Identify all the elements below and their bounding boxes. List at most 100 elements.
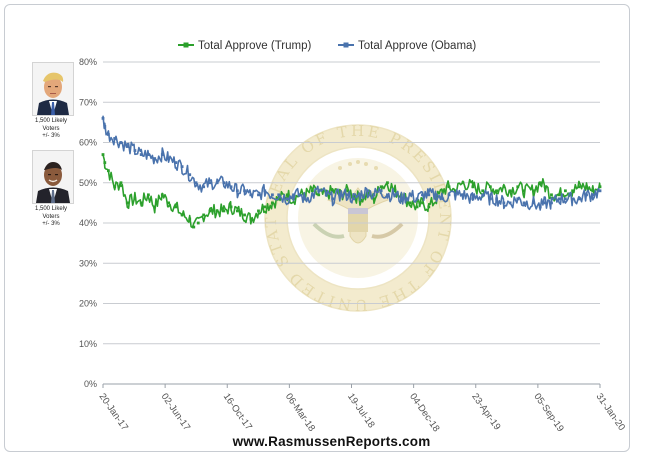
series-lines: [101, 115, 602, 229]
data-point: [393, 189, 397, 193]
data-point: [113, 137, 117, 140]
y-tick-label: 30%: [79, 258, 97, 268]
data-point: [408, 193, 412, 197]
x-tick-label: 31-Jan-20: [594, 391, 628, 432]
data-point: [167, 201, 171, 205]
data-point: [346, 189, 350, 193]
data-point: [415, 205, 419, 209]
data-point: [277, 193, 281, 197]
x-tick-label: 06-Mar-18: [283, 391, 317, 433]
data-point: [571, 189, 574, 193]
data-point: [249, 193, 253, 197]
data-point: [393, 193, 397, 197]
legend-item[interactable]: Total Approve (Obama): [338, 40, 476, 52]
trump-caption: 1,500 Likely Voters +/- 3%: [26, 118, 76, 141]
data-point: [441, 189, 445, 193]
caption-line: 1,500 Likely: [34, 118, 68, 124]
data-point: [598, 189, 602, 193]
data-point: [194, 181, 198, 185]
data-point: [495, 197, 499, 201]
legend[interactable]: Total Approve (Trump) Total Approve (Obam…: [178, 40, 476, 52]
x-tick-label: 16-Oct-17: [221, 391, 254, 432]
x-tick-label: 19-Jul-18: [345, 391, 377, 430]
data-point: [229, 205, 233, 209]
data-point: [516, 197, 520, 201]
data-point: [271, 193, 274, 197]
data-point: [292, 193, 295, 197]
series-line: [102, 115, 601, 211]
legend-swatch-marker: [343, 42, 349, 48]
data-point: [538, 181, 542, 185]
data-point: [421, 193, 424, 197]
data-point: [243, 189, 246, 193]
data-point: [598, 185, 602, 189]
data-point: [372, 193, 376, 197]
data-point: [235, 209, 239, 213]
data-point: [481, 193, 485, 197]
data-point: [192, 225, 196, 229]
data-point: [317, 189, 321, 193]
data-point: [550, 193, 553, 197]
data-point: [577, 197, 581, 201]
data-point: [415, 197, 419, 201]
data-point: [153, 205, 157, 209]
data-point: [285, 197, 289, 201]
data-point: [543, 201, 547, 205]
data-point: [571, 197, 574, 201]
footer-url[interactable]: www.RasmussenReports.com: [232, 434, 431, 449]
data-point: [435, 193, 438, 197]
series-line: [102, 154, 601, 229]
data-point: [453, 193, 457, 197]
data-point: [174, 161, 178, 165]
data-point: [338, 193, 342, 197]
data-point: [119, 141, 123, 144]
data-point: [481, 189, 485, 193]
legend-label: Total Approve (Trump): [198, 40, 312, 52]
data-point: [257, 209, 260, 213]
data-point: [106, 169, 110, 173]
legend-item[interactable]: Total Approve (Trump): [178, 40, 312, 52]
data-point: [263, 189, 267, 193]
data-point: [249, 217, 253, 221]
data-point: [550, 201, 553, 205]
data-point: [188, 173, 192, 177]
data-point: [563, 189, 567, 193]
obama-portrait-icon: [32, 150, 74, 204]
data-point: [577, 185, 581, 189]
data-point: [180, 213, 184, 217]
y-tick-label: 80%: [79, 57, 97, 67]
data-point: [160, 153, 164, 156]
data-point: [311, 193, 314, 197]
data-point: [188, 217, 192, 221]
data-point: [174, 205, 178, 209]
data-point: [461, 193, 465, 197]
legend-swatch-marker: [183, 42, 189, 48]
data-point: [471, 197, 475, 201]
data-point: [495, 189, 499, 193]
data-point: [585, 193, 588, 197]
data-point: [243, 213, 246, 217]
data-point: [222, 181, 226, 185]
data-point: [591, 189, 595, 193]
data-point: [133, 197, 137, 201]
y-tick-label: 70%: [79, 97, 97, 107]
caption-line: Voters: [42, 125, 60, 132]
data-point: [502, 201, 506, 205]
data-point: [543, 185, 547, 189]
data-point: [180, 165, 184, 169]
data-point: [399, 197, 403, 201]
data-point: [119, 181, 123, 185]
y-tick-label: 60%: [79, 138, 97, 148]
data-point: [285, 193, 289, 197]
data-point: [532, 189, 535, 193]
data-point: [324, 193, 328, 197]
data-point: [516, 185, 520, 189]
data-point: [303, 197, 307, 201]
data-point: [522, 201, 526, 205]
data-point: [208, 209, 212, 213]
data-point: [421, 201, 424, 205]
x-tick-label: 04-Dec-18: [407, 391, 441, 434]
data-point: [331, 197, 335, 201]
data-point: [229, 185, 233, 189]
data-point: [133, 149, 137, 152]
